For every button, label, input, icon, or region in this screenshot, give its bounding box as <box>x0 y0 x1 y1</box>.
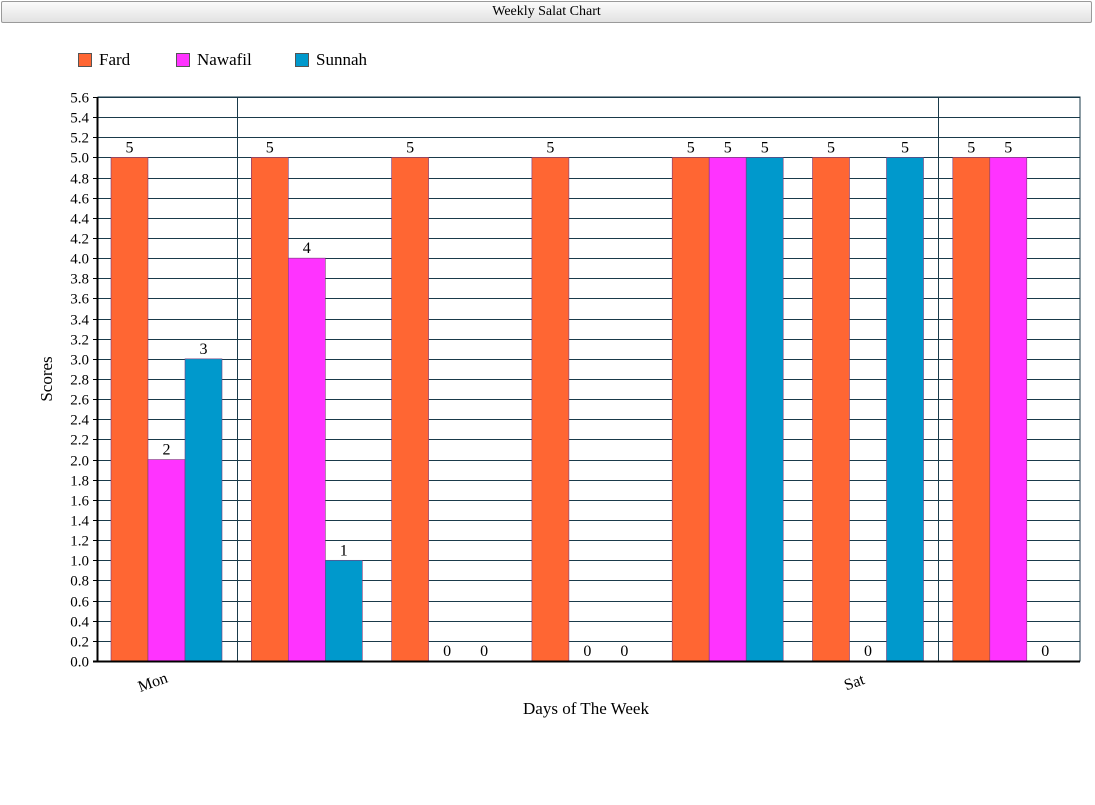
y-tick-label: 1.0 <box>70 554 89 570</box>
y-tick-label: 4.2 <box>70 232 89 248</box>
x-axis-title: Days of The Week <box>523 699 649 718</box>
y-tick-label: 4.8 <box>70 172 89 188</box>
data-label: 0 <box>620 643 628 660</box>
y-tick-label: 2.0 <box>70 454 89 470</box>
bar-nawafil <box>708 157 747 662</box>
chart-title-bar: Weekly Salat Chart <box>1 1 1092 23</box>
data-label: 5 <box>266 139 274 156</box>
bar-fard <box>812 157 850 662</box>
legend-label-sunnah: Sunnah <box>316 50 367 69</box>
bar-fard <box>671 157 710 662</box>
y-tick-label: 5.4 <box>70 111 89 127</box>
data-label: 5 <box>687 139 695 156</box>
bar-nawafil <box>989 157 1028 662</box>
bar-fard <box>110 157 149 662</box>
bar-sunnah <box>324 559 363 662</box>
grid-layer <box>97 96 1081 662</box>
bar-fard <box>391 157 429 662</box>
y-tick-label: 1.2 <box>70 534 89 550</box>
chart-title: Weekly Salat Chart <box>492 4 601 19</box>
bar-sunnah <box>886 157 924 662</box>
y-tick-label: 1.6 <box>70 494 89 510</box>
y-tick-label: 3.0 <box>70 353 89 369</box>
data-label: 5 <box>967 139 975 156</box>
data-label: 4 <box>303 240 311 257</box>
y-tick-label: 0.6 <box>70 595 89 611</box>
data-label: 5 <box>901 139 909 156</box>
bar-fard <box>952 157 991 662</box>
data-label: 0 <box>583 643 591 660</box>
legend-label-nawafil: Nawafil <box>197 50 252 69</box>
data-label: 5 <box>827 139 835 156</box>
y-tick-label: 0.0 <box>70 655 89 671</box>
bar-nawafil <box>147 459 186 662</box>
y-tick-label: 2.2 <box>70 433 89 449</box>
y-tick-label: 3.4 <box>70 313 89 329</box>
data-label: 5 <box>761 139 769 156</box>
y-tick-label: 0.4 <box>70 615 89 631</box>
y-tick-label: 1.4 <box>70 514 89 530</box>
y-tick-label: 0.8 <box>70 574 89 590</box>
y-tick-label: 5.0 <box>70 151 89 167</box>
x-tick-label: Mon <box>136 670 170 696</box>
legend-item-sunnah: Sunnah <box>295 50 367 70</box>
data-label: 5 <box>406 139 414 156</box>
data-label: 1 <box>340 542 348 559</box>
bar-nawafil <box>287 257 326 662</box>
data-label: 3 <box>200 341 208 358</box>
y-tick-label: 1.8 <box>70 474 89 490</box>
y-tick-label: 0.2 <box>70 635 89 651</box>
legend-item-nawafil: Nawafil <box>176 50 252 70</box>
data-label: 0 <box>443 643 451 660</box>
y-tick-label: 4.6 <box>70 192 89 208</box>
data-label: 5 <box>546 139 554 156</box>
data-label: 5 <box>724 139 732 156</box>
bars-layer <box>110 157 1028 662</box>
legend-swatch-nawafil <box>176 53 190 67</box>
data-label: 0 <box>480 643 488 660</box>
legend-label-fard: Fard <box>99 50 131 69</box>
labels-layer: 5 2 3 5 4 1 5 0 0 5 0 0 5 5 5 5 0 5 5 5 0 <box>126 139 1050 660</box>
y-tick-label: 5.6 <box>70 91 89 107</box>
y-tick-label: 3.6 <box>70 292 89 308</box>
y-tick-label: 4.4 <box>70 212 89 228</box>
y-tick-label: 4.0 <box>70 252 89 268</box>
data-label: 5 <box>126 139 134 156</box>
y-tick-label: 2.6 <box>70 393 89 409</box>
y-axis-title: Scores <box>37 356 56 401</box>
bar-sunnah <box>184 358 223 662</box>
legend-item-fard: Fard <box>78 50 130 70</box>
legend-swatch-fard <box>78 53 92 67</box>
y-tick-label: 2.4 <box>70 413 89 429</box>
data-label: 2 <box>163 442 171 459</box>
data-label: 0 <box>864 643 872 660</box>
y-tick-label: 2.8 <box>70 373 89 389</box>
bar-fard <box>251 157 289 662</box>
bar-sunnah <box>745 157 784 662</box>
bar-fard <box>531 157 570 662</box>
y-tick-label: 5.2 <box>70 131 89 147</box>
data-label: 0 <box>1041 643 1049 660</box>
axis-layer: 0.0 0.2 0.4 0.6 0.8 1.0 1.2 1.4 1.6 1.8 2.0 2.2 2.4 2… <box>70 91 1080 696</box>
y-tick-label: 3.8 <box>70 272 89 288</box>
y-tick-label: 3.2 <box>70 333 89 349</box>
x-tick-label: Sat <box>842 671 868 694</box>
legend-swatch-sunnah <box>295 53 309 67</box>
data-label: 5 <box>1004 139 1012 156</box>
